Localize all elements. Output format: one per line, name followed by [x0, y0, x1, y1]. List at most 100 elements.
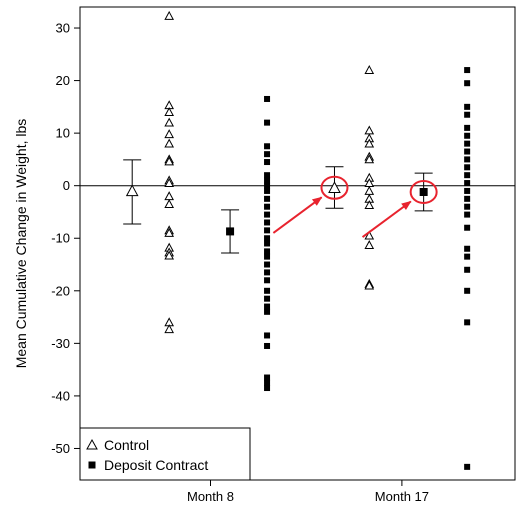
- deposit-contract-data-point: [464, 132, 471, 139]
- control-data-point: [164, 10, 175, 20]
- deposit-contract-data-point: [264, 95, 271, 102]
- deposit-contract-data-point: [464, 148, 471, 155]
- deposit-contract-data-point: [464, 67, 471, 74]
- legend-box: [79, 427, 251, 481]
- control-data-point: [364, 125, 375, 135]
- legend-triangle-icon: [86, 438, 98, 450]
- error-bar: [221, 209, 240, 254]
- deposit-contract-data-point: [264, 172, 271, 179]
- deposit-contract-data-point: [264, 177, 271, 184]
- control-mean-marker: [328, 181, 341, 193]
- deposit-contract-data-point: [264, 227, 271, 234]
- control-data-point: [164, 138, 175, 148]
- control-data-point: [164, 107, 175, 117]
- deposit-contract-data-point: [264, 253, 271, 260]
- mean-markers: [123, 159, 433, 254]
- deposit-contract-data-point: [464, 111, 471, 118]
- x-tick-label: Month 8: [187, 489, 234, 504]
- y-tick-label: -30: [51, 336, 70, 351]
- control-data-point: [364, 230, 375, 240]
- deposit-contract-data-point: [264, 295, 271, 302]
- deposit-contract-data-point: [264, 269, 271, 276]
- deposit-contract-data-point: [264, 187, 271, 194]
- legend-label-control: Control: [104, 437, 149, 453]
- plot-frame: [79, 6, 516, 481]
- deposit-contract-data-point: [264, 374, 271, 381]
- control-data-point: [364, 154, 375, 164]
- highlight-arrow: [272, 196, 323, 234]
- error-bar: [325, 166, 344, 209]
- control-data-point: [364, 138, 375, 148]
- deposit-contract-mean-marker: [419, 187, 428, 196]
- deposit-contract-data-point: [264, 342, 271, 349]
- deposit-contract-data-point: [464, 156, 471, 163]
- y-tick-label: -10: [51, 231, 70, 246]
- x-tick-label: Month 17: [375, 489, 429, 504]
- deposit-contract-data-point: [264, 211, 271, 218]
- deposit-contract-data-point: [464, 124, 471, 131]
- control-data-point: [164, 156, 175, 166]
- deposit-contract-data-point: [264, 182, 271, 189]
- deposit-contract-data-point: [264, 203, 271, 210]
- deposit-contract-data-point: [464, 287, 471, 294]
- deposit-contract-mean-marker: [226, 227, 235, 236]
- deposit-contract-data-point: [264, 385, 271, 392]
- deposit-contract-data-point: [464, 187, 471, 194]
- annotations: [272, 175, 438, 238]
- deposit-contract-data-point: [464, 245, 471, 252]
- deposit-contract-data-point: [464, 266, 471, 273]
- legend-label-deposit-contract: Deposit Contract: [104, 457, 208, 473]
- deposit-contract-data-point: [264, 379, 271, 386]
- deposit-contract-data-point: [464, 211, 471, 218]
- y-tick-label: 20: [56, 73, 70, 88]
- deposit-contract-data-point: [264, 143, 271, 150]
- deposit-contract-data-point: [464, 80, 471, 87]
- control-data-point: [364, 240, 375, 249]
- y-tick-label: -40: [51, 388, 70, 403]
- deposit-contract-data-point: [464, 164, 471, 171]
- control-data-point: [364, 280, 375, 290]
- highlight-arrow: [361, 200, 412, 238]
- deposit-contract-data-point: [264, 332, 271, 339]
- deposit-contract-data-point: [264, 195, 271, 202]
- control-data-point: [364, 185, 375, 195]
- deposit-contract-data-point: [264, 159, 271, 166]
- deposit-contract-data-point: [464, 103, 471, 110]
- highlight-circle: [320, 175, 349, 200]
- error-bar: [123, 159, 142, 225]
- deposit-contract-data-point: [264, 248, 271, 255]
- deposit-contract-data-point: [464, 253, 471, 260]
- deposit-contract-data-point: [464, 180, 471, 187]
- control-mean-marker: [125, 184, 139, 197]
- deposit-contract-data-point: [264, 308, 271, 315]
- deposit-contract-data-point: [264, 219, 271, 226]
- deposit-contract-data-point: [264, 240, 271, 247]
- control-data-point: [164, 191, 175, 201]
- legend: Control Deposit Contract: [79, 427, 251, 481]
- deposit-contract-data-point: [264, 151, 271, 158]
- control-data-point: [164, 129, 175, 139]
- y-tick-label: 0: [63, 178, 70, 193]
- y-tick-label: -50: [51, 441, 70, 456]
- control-data-point: [164, 199, 175, 208]
- deposit-contract-data-point: [264, 287, 271, 294]
- deposit-contract-data-point: [464, 172, 471, 179]
- data-points: [164, 10, 471, 470]
- control-data-point: [164, 227, 175, 237]
- deposit-contract-data-point: [464, 203, 471, 210]
- error-bar: [414, 172, 433, 212]
- control-data-point: [364, 65, 375, 74]
- deposit-contract-data-point: [464, 224, 471, 231]
- control-data-point: [164, 324, 175, 334]
- deposit-contract-data-point: [464, 195, 471, 202]
- control-data-point: [164, 178, 175, 187]
- deposit-contract-data-point: [464, 319, 471, 326]
- y-tick-label: 10: [56, 126, 70, 141]
- deposit-contract-data-point: [264, 235, 271, 242]
- control-data-point: [364, 200, 375, 210]
- deposit-contract-data-point: [264, 277, 271, 284]
- deposit-contract-data-point: [464, 140, 471, 147]
- x-axis: Month 8 Month 17: [187, 480, 429, 504]
